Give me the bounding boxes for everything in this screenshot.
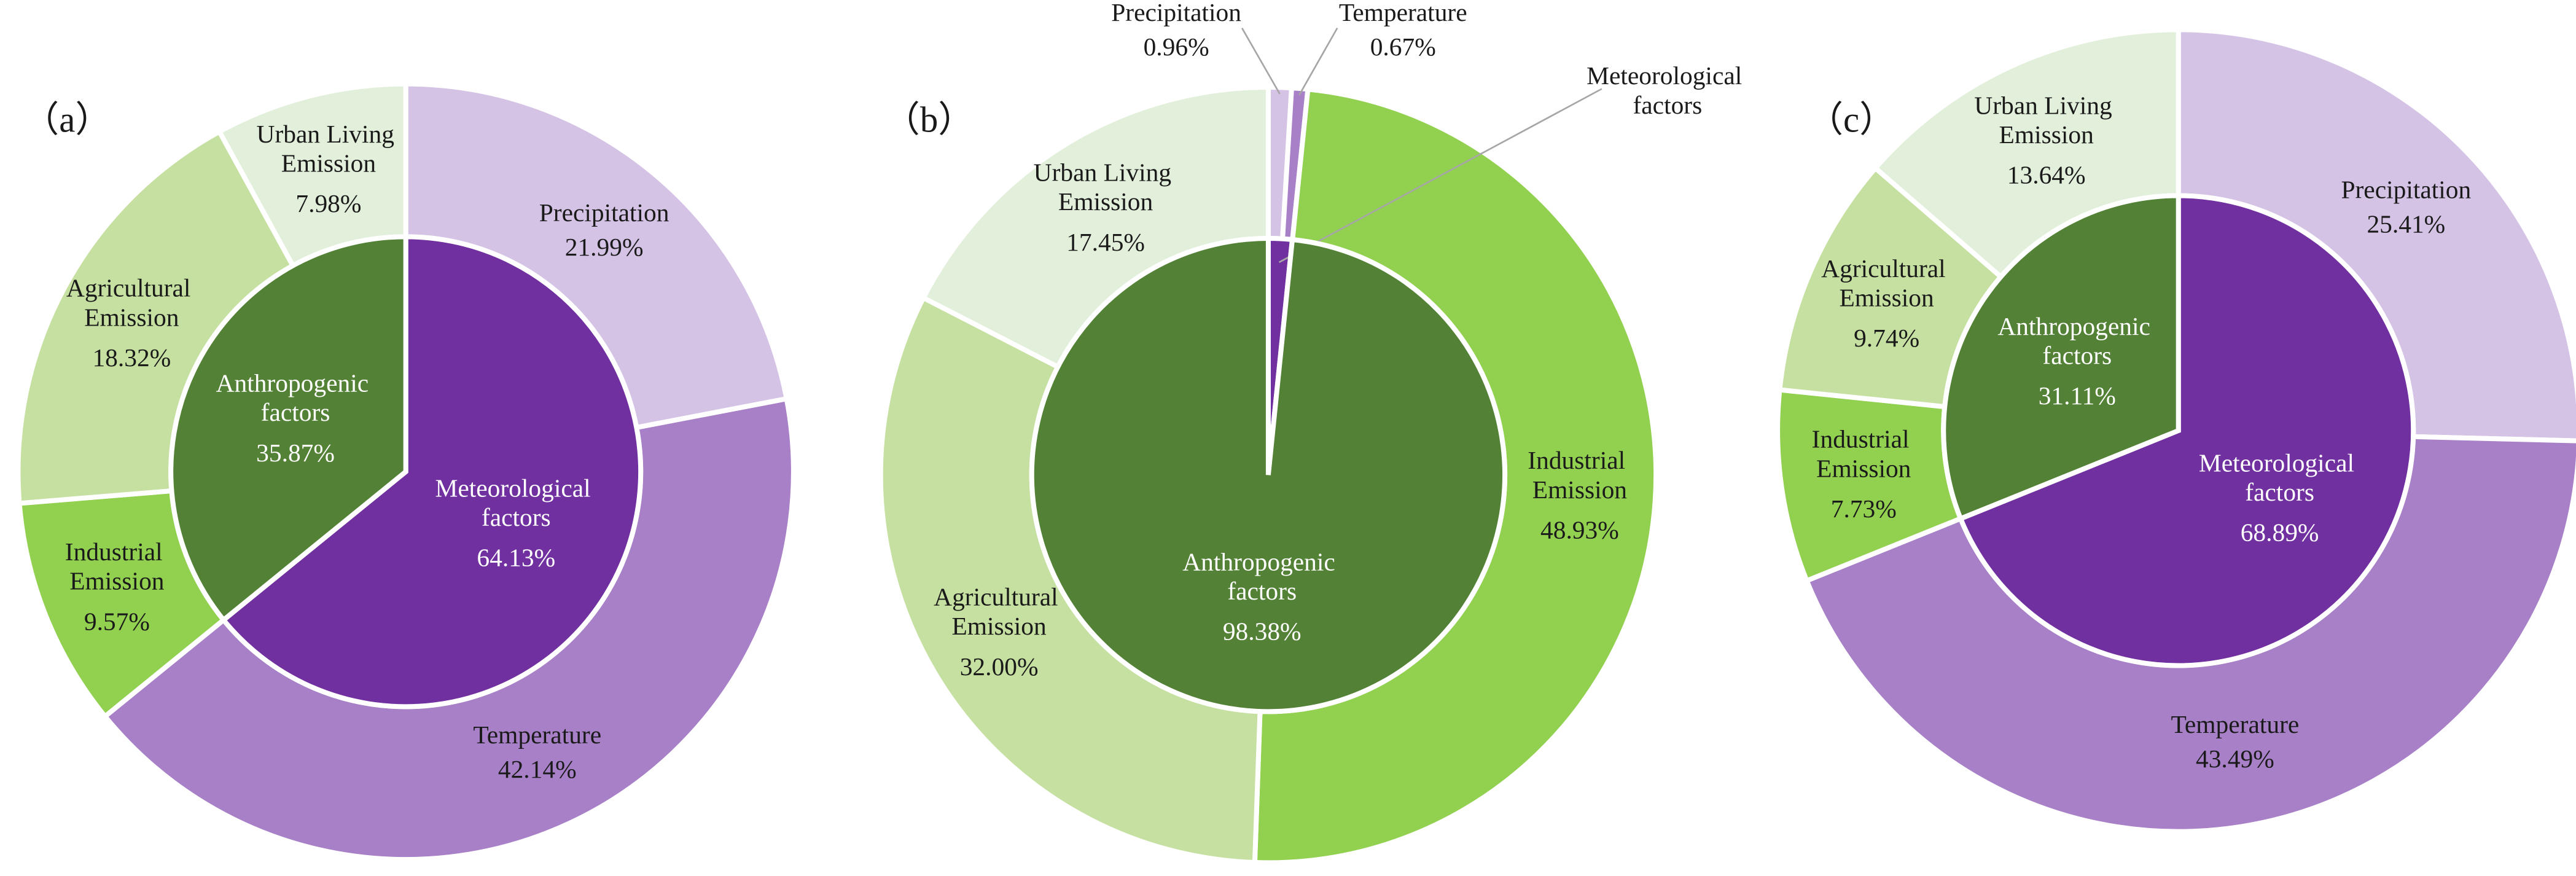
value-label: 9.57% bbox=[84, 607, 150, 635]
value-label: 7.98% bbox=[295, 189, 361, 217]
slice-label: Meteorological factors bbox=[435, 474, 598, 531]
slice-label: Anthropogenic factors bbox=[216, 369, 375, 426]
inner-slice bbox=[1941, 193, 2181, 522]
slice-label: Industrial Emission bbox=[1812, 424, 1916, 482]
value-label: 0.67% bbox=[1370, 33, 1436, 61]
value-label: 17.45% bbox=[1066, 228, 1145, 256]
slice-label: Industrial Emission bbox=[1528, 446, 1631, 504]
slice-label: Agricultural Emission bbox=[1821, 254, 1952, 311]
slice-label: Temperature bbox=[2171, 710, 2300, 738]
slice-label: Temperature bbox=[473, 721, 601, 749]
value-label: 0.96% bbox=[1144, 33, 1209, 61]
slice-label: Urban Living Emission bbox=[1974, 91, 2118, 149]
value-label: 25.41% bbox=[2367, 210, 2445, 238]
value-label: 68.89% bbox=[2241, 518, 2319, 547]
slice-label: Industrial Emission bbox=[65, 538, 169, 595]
inner-slice bbox=[168, 234, 408, 624]
value-label: 9.74% bbox=[1854, 324, 1919, 352]
value-label: 48.93% bbox=[1540, 515, 1619, 544]
slice-label: Urban Living Emission bbox=[1034, 158, 1178, 216]
value-label: 32.00% bbox=[960, 652, 1039, 681]
panel-label: （c） bbox=[1807, 100, 1895, 139]
value-label: 64.13% bbox=[477, 544, 555, 572]
value-label: 35.87% bbox=[256, 439, 335, 467]
inner-slice bbox=[1957, 193, 2416, 668]
value-label: 31.11% bbox=[2039, 381, 2116, 410]
slice-label: Agricultural Emission bbox=[934, 582, 1064, 640]
leader-line bbox=[1278, 88, 1602, 264]
value-label: 18.32% bbox=[92, 343, 171, 372]
inner-slice bbox=[220, 234, 644, 710]
value-label: 7.73% bbox=[1831, 495, 1897, 523]
inner-slice bbox=[1029, 235, 1508, 714]
value-label: 13.64% bbox=[2007, 161, 2086, 189]
slice-label: Meteorological factors bbox=[1587, 61, 1749, 119]
slice-label: Agricultural Emission bbox=[66, 273, 197, 331]
slice-label: Precipitation bbox=[1111, 0, 1241, 26]
value-label: 43.49% bbox=[2196, 745, 2274, 773]
value-label: 98.38% bbox=[1223, 617, 1302, 646]
slice-label: Anthropogenic factors bbox=[1997, 311, 2156, 369]
panel-label: （a） bbox=[23, 100, 111, 139]
slice-label: Meteorological factors bbox=[2199, 448, 2360, 506]
slice-label: Urban Living Emission bbox=[257, 119, 401, 177]
slice-label: Precipitation bbox=[539, 198, 669, 227]
panel-label: （b） bbox=[884, 100, 974, 139]
slice-label: Temperature bbox=[1339, 0, 1467, 26]
slice-label: Anthropogenic factors bbox=[1182, 547, 1341, 605]
leader-line bbox=[1241, 27, 1281, 95]
slice-label: Precipitation bbox=[2341, 175, 2471, 203]
value-label: 42.14% bbox=[498, 755, 577, 783]
value-label: 21.99% bbox=[565, 233, 644, 261]
leader-line bbox=[1298, 27, 1338, 96]
